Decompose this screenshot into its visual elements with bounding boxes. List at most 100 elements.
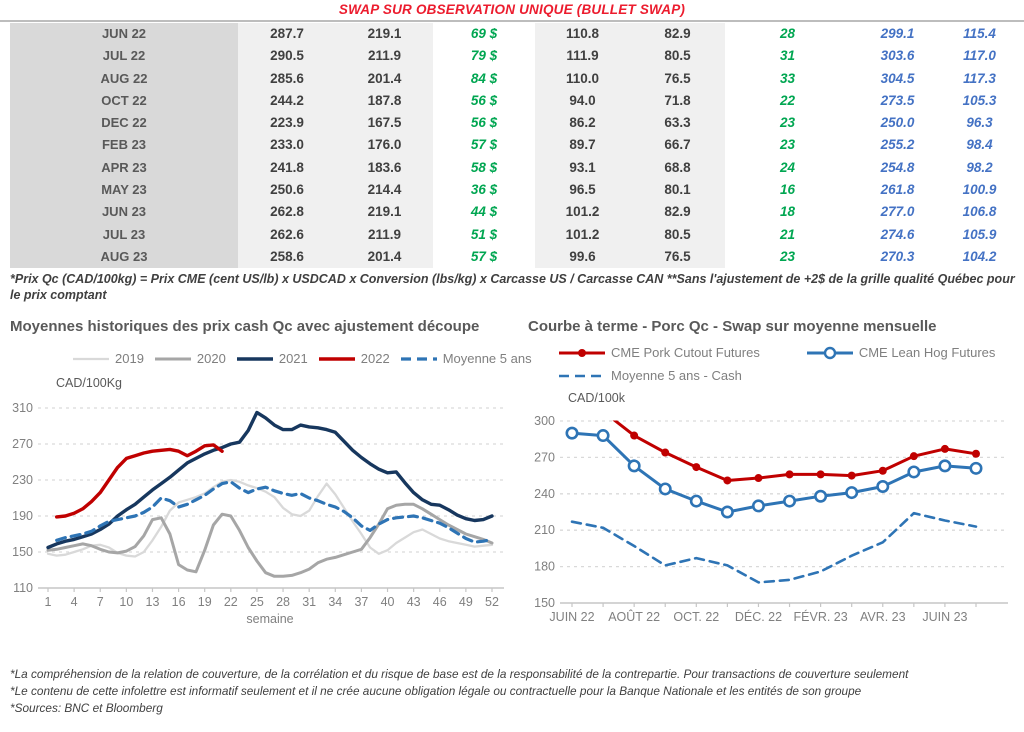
table-value-cell: 117.3 — [963, 70, 996, 86]
svg-text:190: 190 — [12, 509, 33, 523]
svg-text:37: 37 — [354, 595, 368, 609]
chart-left-title: Moyennes historiques des prix cash Qc av… — [10, 318, 480, 335]
svg-text:AOÛT 22: AOÛT 22 — [608, 609, 660, 624]
table-value-cell: 80.1 — [630, 179, 725, 202]
table-value-cell: 66.7 — [630, 134, 725, 157]
svg-text:semaine: semaine — [246, 612, 293, 626]
table-month-cell: JUL 22 — [10, 45, 238, 68]
table-month-cell: AUG 22 — [10, 67, 238, 90]
table-value-cell: 23 — [779, 137, 796, 153]
table-value-cell: 254.8 — [880, 159, 915, 175]
table-value-cell: 98.4 — [966, 137, 993, 153]
chart-right-legend: CME Pork Cutout Futures CME Lean Hog Futu… — [558, 345, 1010, 383]
table-value-cell: 68.8 — [630, 156, 725, 180]
table-value-cell: 36 $ — [470, 182, 498, 198]
table-value-cell: 299.1 — [880, 26, 915, 41]
legend-item: Moyenne 5 ans — [400, 351, 532, 366]
legend-item: 2022 — [318, 351, 390, 366]
chart-historical-cash-prices: Moyennes historiques des prix cash Qc av… — [10, 318, 532, 637]
table-value-cell: 233.0 — [238, 134, 336, 157]
table-month-cell: MAY 23 — [10, 179, 238, 202]
svg-text:110: 110 — [13, 581, 33, 595]
table-value-cell: 31 — [779, 48, 796, 64]
table-value-cell: 76.5 — [630, 245, 725, 269]
table-value-cell: 258.6 — [238, 245, 336, 269]
table-value-cell: 101.2 — [535, 201, 630, 224]
chart-left-plot: 110 150 190 230 270 310 1 4 7 10 13 16 19 22 25 28 31 34 3… — [12, 401, 504, 626]
table-month-cell: AUG 23 — [10, 245, 238, 269]
table-value-cell: 287.7 — [238, 23, 336, 46]
svg-text:270: 270 — [12, 437, 33, 451]
svg-text:OCT. 22: OCT. 22 — [673, 610, 719, 624]
table-value-cell: 86.2 — [535, 112, 630, 135]
table-value-cell: 303.6 — [880, 48, 915, 64]
table-value-cell: 98.2 — [966, 159, 993, 175]
legend-label: Moyenne 5 ans - Cash — [611, 368, 742, 383]
table-value-cell: 110.8 — [535, 23, 630, 46]
table-value-cell: 290.5 — [238, 45, 336, 68]
table-value-cell: 79 $ — [470, 48, 498, 64]
svg-text:270: 270 — [534, 450, 555, 464]
table-month-cell: JUN 22 — [10, 23, 238, 46]
table-value-cell: 214.4 — [336, 179, 433, 202]
table-value-cell: 80.5 — [630, 223, 725, 246]
svg-text:43: 43 — [407, 595, 421, 609]
svg-text:10: 10 — [119, 595, 133, 609]
table-value-cell: 201.4 — [336, 67, 433, 90]
table-value-cell: 28 — [779, 26, 796, 41]
table-value-cell: 250.0 — [880, 115, 915, 131]
disclaimer-line: *Le contenu de cette infolettre est info… — [10, 684, 862, 699]
legend-line-swatch — [73, 357, 109, 360]
table-month-cell: DEC 22 — [10, 112, 238, 135]
table-value-cell: 285.6 — [238, 67, 336, 90]
legend-label: CME Pork Cutout Futures — [611, 345, 760, 360]
page-title: SWAP SUR OBSERVATION UNIQUE (BULLET SWAP… — [338, 2, 686, 17]
legend-line-swatch — [559, 348, 605, 357]
table-value-cell: 44 $ — [470, 204, 498, 220]
chart-right-y-unit: CAD/100k — [568, 391, 625, 405]
chart-forward-curve: Courbe à terme - Porc Qc - Swap sur moye… — [528, 318, 1020, 638]
svg-text:52: 52 — [485, 595, 499, 609]
legend-label: Moyenne 5 ans — [442, 351, 532, 366]
legend-line-swatch — [154, 357, 191, 360]
table-value-cell: 104.2 — [962, 248, 997, 264]
legend-label: CME Lean Hog Futures — [858, 345, 996, 360]
table-value-cell: 57 $ — [470, 248, 498, 264]
table-month-cell: OCT 22 — [10, 89, 238, 113]
chart-right-title: Courbe à terme - Porc Qc - Swap sur moye… — [528, 318, 937, 335]
table-value-cell: 82.9 — [630, 23, 725, 46]
legend-item: Moyenne 5 ans - Cash — [558, 368, 742, 383]
svg-text:46: 46 — [433, 595, 447, 609]
table-value-cell: 100.9 — [962, 182, 997, 198]
table-value-cell: 96.3 — [966, 115, 993, 131]
table-value-cell: 16 — [779, 182, 796, 198]
chart-left-y-unit: CAD/100Kg — [56, 376, 123, 390]
svg-text:13: 13 — [146, 595, 160, 609]
table-value-cell: 219.1 — [336, 23, 433, 46]
table-value-cell: 57 $ — [470, 137, 498, 153]
svg-text:7: 7 — [97, 595, 104, 609]
disclaimers: *La compréhension de la relation de couv… — [10, 666, 1018, 717]
svg-text:40: 40 — [381, 595, 395, 609]
svg-text:150: 150 — [534, 596, 555, 610]
table-value-cell: 22 — [779, 92, 796, 108]
svg-text:JUIN 23: JUIN 23 — [922, 610, 967, 624]
legend-item: CME Pork Cutout Futures — [558, 345, 760, 360]
svg-text:240: 240 — [534, 487, 555, 501]
svg-text:28: 28 — [276, 595, 290, 609]
svg-text:4: 4 — [71, 595, 78, 609]
table-value-cell: 110.0 — [535, 67, 630, 90]
svg-text:180: 180 — [534, 560, 555, 574]
table-value-cell: 80.5 — [630, 45, 725, 68]
legend-label: 2022 — [360, 351, 390, 366]
divider — [0, 20, 1024, 22]
svg-text:1: 1 — [45, 595, 52, 609]
table-value-cell: 106.8 — [962, 204, 997, 220]
svg-text:25: 25 — [250, 595, 264, 609]
legend-line-swatch — [236, 356, 273, 361]
table-value-cell: 255.2 — [880, 137, 915, 153]
table-value-cell: 183.6 — [336, 156, 433, 180]
svg-text:150: 150 — [12, 545, 33, 559]
table-footnote: *Prix Qc (CAD/100kg) = Prix CME (cent US… — [10, 272, 1015, 302]
